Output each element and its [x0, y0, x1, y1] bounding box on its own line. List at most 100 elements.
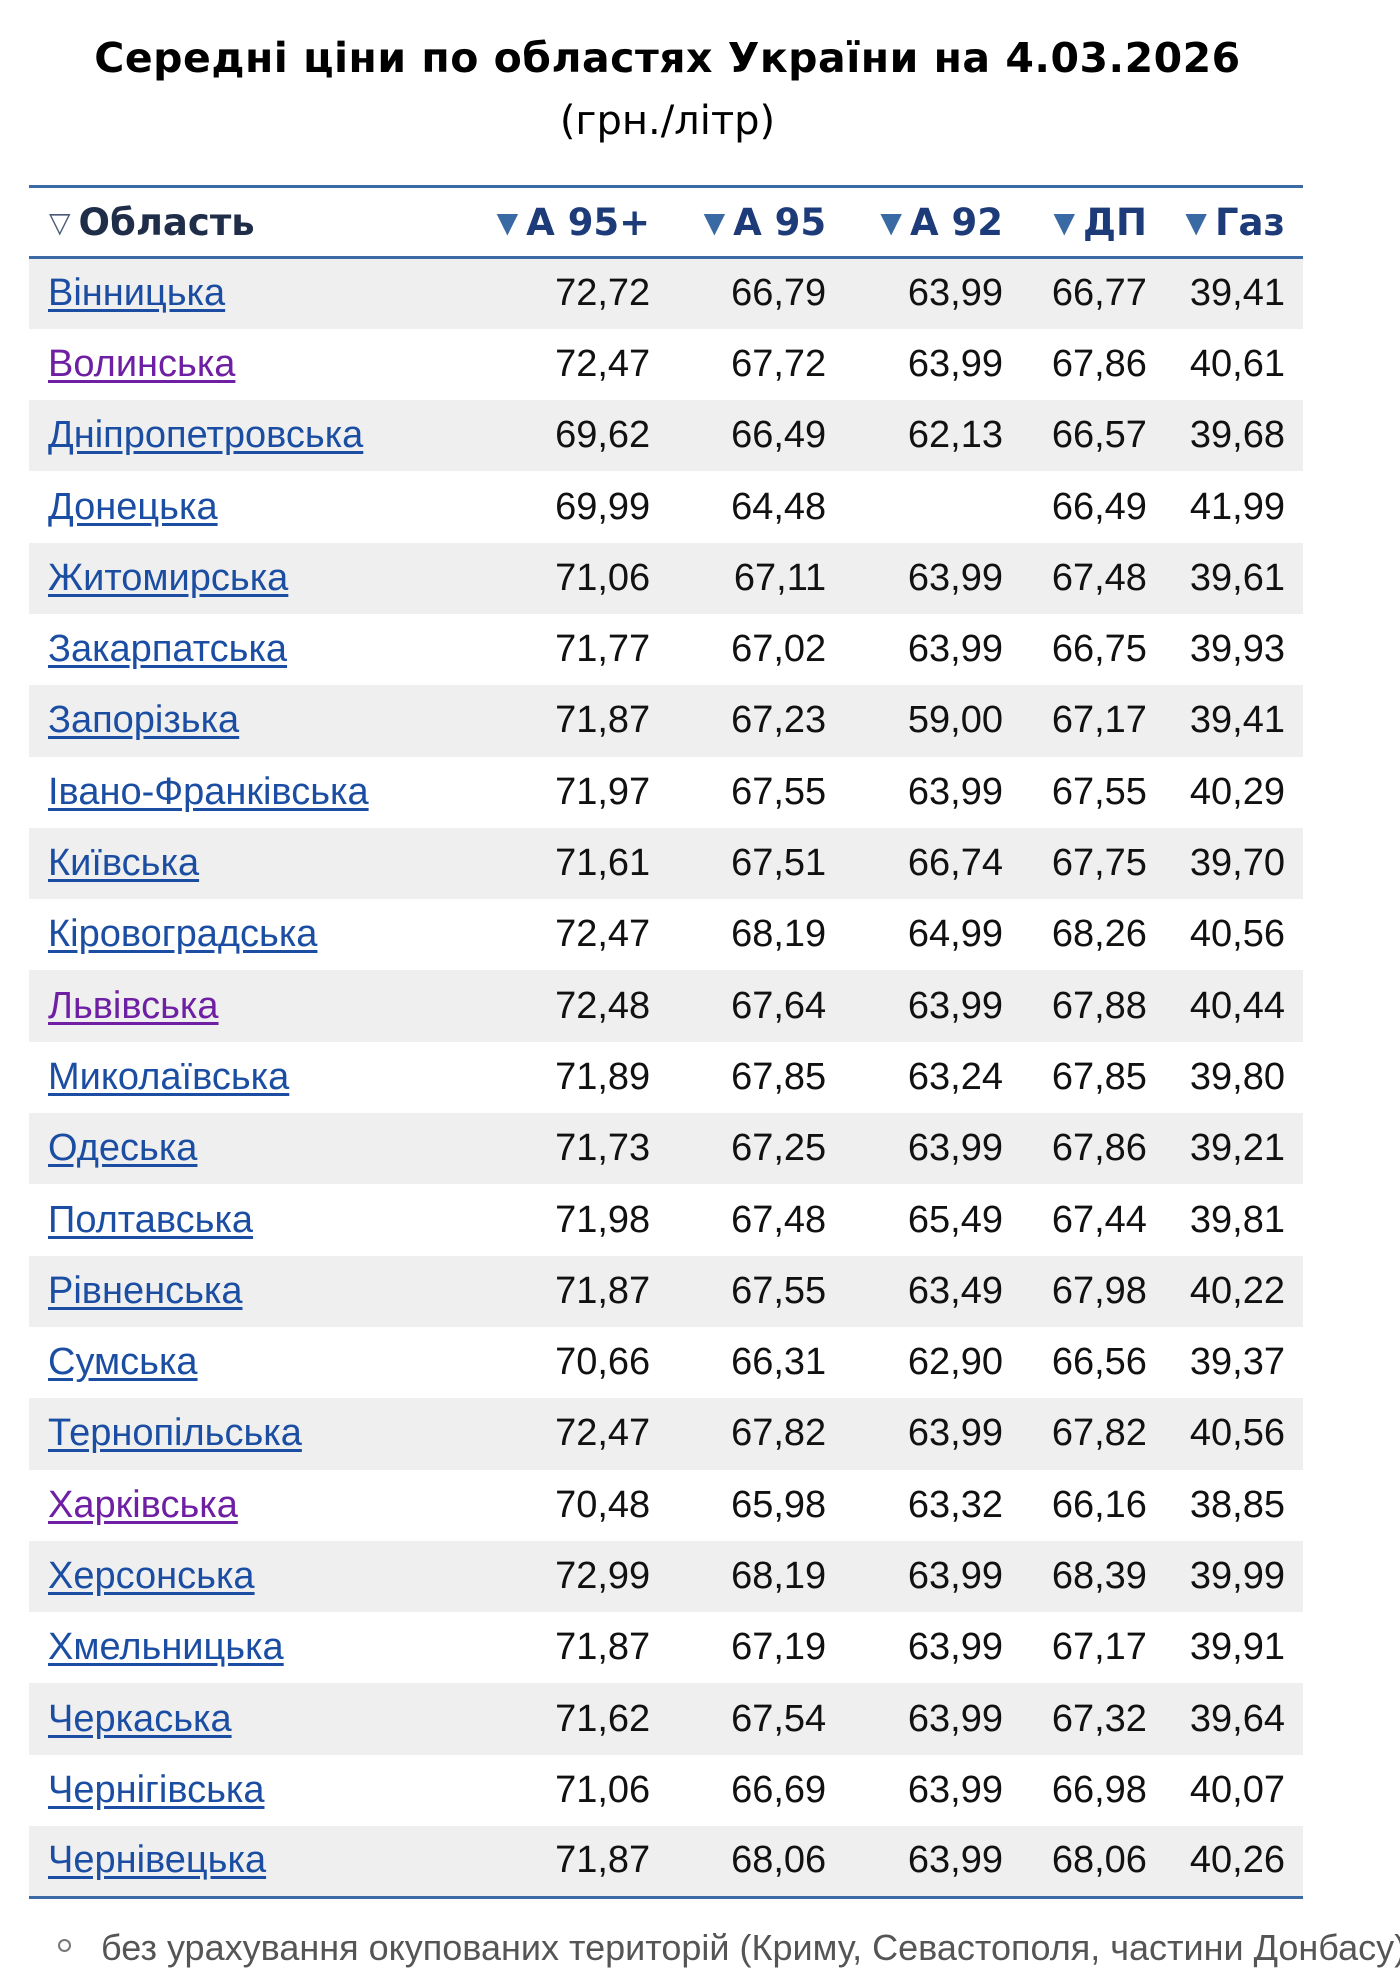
region-link[interactable]: Дніпропетровська [48, 414, 364, 457]
price-diesel: 66,77 [1051, 272, 1147, 315]
price-diesel: 66,57 [1051, 414, 1147, 457]
column-header-diesel[interactable]: ▼ ДП [1053, 200, 1147, 244]
price-a92: 63,99 [907, 272, 1003, 315]
sort-triangle-filled-icon: ▼ [1053, 205, 1075, 239]
footnote: без урахування окупованих територій (Кри… [58, 1927, 1400, 1969]
price-a95plus: 71,87 [555, 1626, 651, 1669]
table-row: Сумська 70,66 66,31 62,90 66,56 39,37 [29, 1327, 1303, 1398]
region-link[interactable]: Запорізька [48, 699, 240, 742]
region-link[interactable]: Рівненська [48, 1269, 243, 1312]
price-a92: 63,49 [907, 1269, 1003, 1312]
region-cell: Закарпатська [29, 614, 369, 685]
price-a92: 64,99 [907, 913, 1003, 956]
price-diesel: 67,75 [1051, 842, 1147, 885]
region-cell: Київська [29, 828, 369, 899]
region-cell: Чернігівська [29, 1755, 369, 1826]
table-row: Херсонська 72,99 68,19 63,99 68,39 39,99 [29, 1540, 1303, 1613]
price-a95plus: 72,47 [555, 1412, 651, 1455]
region-link[interactable]: Житомирська [48, 556, 289, 599]
price-gas: 39,61 [1189, 556, 1285, 599]
price-a92: 65,49 [907, 1198, 1003, 1241]
price-a95: 68,19 [731, 913, 827, 956]
price-a95: 66,79 [731, 272, 827, 315]
region-link[interactable]: Волинська [48, 342, 236, 385]
region-link[interactable]: Івано-Франківська [48, 770, 369, 813]
column-header-a92[interactable]: ▼ А 92 [880, 200, 1003, 244]
price-gas: 39,41 [1189, 272, 1285, 315]
price-gas: 39,68 [1189, 414, 1285, 457]
table-header-row: ▽ Область ▼ А 95+ ▼ А 95 ▼ А 92 ▼ ДП ▼ Газ [29, 187, 1303, 258]
region-link[interactable]: Чернівецька [48, 1839, 267, 1882]
table-row: Кіровоградська 72,47 68,19 64,99 68,26 40,56 [29, 899, 1303, 970]
table-row: Тернопільська 72,47 67,82 63,99 67,82 40,56 [29, 1398, 1303, 1470]
region-link[interactable]: Херсонська [48, 1554, 255, 1597]
region-link[interactable]: Кіровоградська [48, 913, 318, 956]
region-cell: Волинська [29, 329, 369, 400]
region-link[interactable]: Харківська [48, 1483, 238, 1526]
region-link[interactable]: Сумська [48, 1341, 198, 1384]
table-row: Донецька 69,99 64,48 66,49 41,99 [29, 471, 1303, 542]
region-link[interactable]: Львівська [48, 984, 219, 1027]
region-cell: Дніпропетровська [29, 400, 369, 471]
column-header-a95plus[interactable]: ▼ А 95+ [496, 200, 651, 244]
price-diesel: 68,26 [1051, 913, 1147, 956]
price-a95: 68,19 [731, 1554, 827, 1597]
region-link[interactable]: Черкаська [48, 1697, 232, 1740]
price-a95plus: 71,61 [555, 842, 651, 885]
price-diesel: 66,16 [1051, 1483, 1147, 1526]
price-a95: 67,25 [731, 1127, 827, 1170]
table-row: Черкаська 71,62 67,54 63,99 67,32 39,64 [29, 1683, 1303, 1755]
price-a95: 65,98 [731, 1483, 827, 1526]
price-a95plus: 71,89 [555, 1055, 651, 1098]
column-header-region[interactable]: ▽ Область [49, 200, 255, 244]
price-gas: 40,56 [1189, 1412, 1285, 1455]
price-gas: 39,37 [1189, 1341, 1285, 1384]
price-a92: 63,99 [907, 984, 1003, 1027]
table-row: Одеська 71,73 67,25 63,99 67,86 39,21 [29, 1113, 1303, 1185]
region-link[interactable]: Хмельницька [48, 1626, 284, 1669]
price-diesel: 66,75 [1051, 628, 1147, 671]
price-a95: 67,23 [731, 699, 827, 742]
region-cell: Рівненська [29, 1256, 369, 1327]
price-a92: 63,99 [907, 556, 1003, 599]
price-gas: 38,85 [1189, 1483, 1285, 1526]
page-subtitle: (грн./літр) [559, 98, 776, 144]
price-a92: 63,99 [907, 770, 1003, 813]
region-cell: Вінницька [29, 258, 369, 329]
price-a92: 63,99 [907, 1127, 1003, 1170]
region-cell: Полтавська [29, 1184, 369, 1255]
price-a95plus: 71,06 [555, 1768, 651, 1811]
region-cell: Хмельницька [29, 1612, 369, 1683]
price-diesel: 67,85 [1051, 1055, 1147, 1098]
table-row: Київська 71,61 67,51 66,74 67,75 39,70 [29, 827, 1303, 900]
price-diesel: 66,98 [1051, 1768, 1147, 1811]
price-a95: 64,48 [731, 485, 827, 528]
price-a92: 63,99 [907, 1554, 1003, 1597]
price-gas: 40,07 [1189, 1768, 1285, 1811]
price-a92: 63,99 [907, 1697, 1003, 1740]
price-a95plus: 71,87 [555, 699, 651, 742]
price-a95: 67,02 [731, 628, 827, 671]
price-diesel: 67,55 [1051, 770, 1147, 813]
region-link[interactable]: Чернігівська [48, 1768, 265, 1811]
price-a95plus: 71,06 [555, 556, 651, 599]
region-link[interactable]: Тернопільська [48, 1412, 302, 1455]
price-a95plus: 71,87 [555, 1269, 651, 1312]
column-header-a95[interactable]: ▼ А 95 [703, 200, 827, 244]
table-row: Миколаївська 71,89 67,85 63,24 67,85 39,80 [29, 1042, 1303, 1113]
column-header-gas[interactable]: ▼ Газ [1185, 200, 1285, 244]
region-link[interactable]: Донецька [48, 485, 218, 528]
table-row: Закарпатська 71,77 67,02 63,99 66,75 39,93 [29, 614, 1303, 685]
price-a95: 67,51 [731, 842, 827, 885]
region-link[interactable]: Полтавська [48, 1198, 254, 1241]
region-link[interactable]: Миколаївська [48, 1055, 290, 1098]
price-a92: 63,24 [907, 1055, 1003, 1098]
region-link[interactable]: Закарпатська [48, 628, 288, 671]
price-a95plus: 71,62 [555, 1697, 651, 1740]
region-link[interactable]: Київська [48, 842, 200, 885]
region-link[interactable]: Вінницька [48, 272, 226, 315]
region-link[interactable]: Одеська [48, 1127, 198, 1170]
table-row: Харківська 70,48 65,98 63,32 66,16 38,85 [29, 1470, 1303, 1541]
page-title: Середні ціни по областях України на 4.03… [94, 34, 1241, 82]
price-a95: 67,82 [731, 1412, 827, 1455]
